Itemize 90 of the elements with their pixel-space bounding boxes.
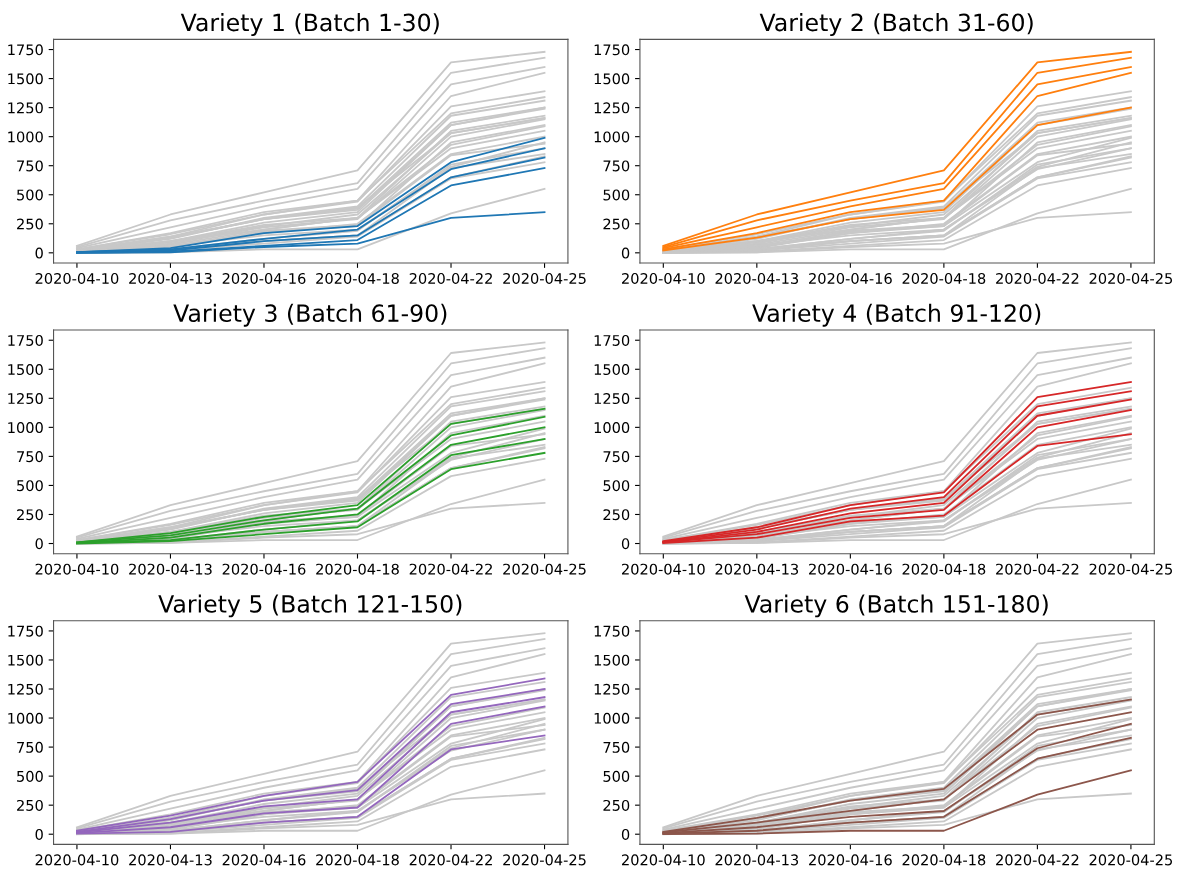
x-tick-label: 2020-04-10 <box>35 272 119 284</box>
x-tick-label: 2020-04-18 <box>316 563 399 575</box>
y-tick-label: 500 <box>17 480 43 492</box>
x-tick-label: 2020-04-18 <box>316 854 399 866</box>
x-tick-label: 2020-04-16 <box>222 854 306 866</box>
x-tick-label: 2020-04-13 <box>129 272 212 284</box>
y-tick-label: 0 <box>35 538 43 550</box>
y-tick-label: 500 <box>17 189 43 201</box>
y-tick-label: 1250 <box>8 393 43 405</box>
y-tick-label: 500 <box>603 189 630 201</box>
y-tick-label: 0 <box>621 538 630 550</box>
x-tick-label: 2020-04-16 <box>809 854 892 866</box>
y-tick-label: 1750 <box>594 334 630 346</box>
x-tick-label: 2020-04-16 <box>222 563 306 575</box>
x-tick-label: 2020-04-13 <box>129 563 212 575</box>
chart-title: Variety 1 (Batch 1-30) <box>180 13 439 36</box>
chart-title: Variety 4 (Batch 91-120) <box>752 303 1041 327</box>
x-tick-label: 2020-04-18 <box>316 272 399 284</box>
x-tick-label: 2020-04-22 <box>409 854 492 866</box>
x-tick-label: 2020-04-22 <box>996 272 1079 284</box>
x-tick-label: 2020-04-10 <box>622 563 705 575</box>
y-tick-label: 1000 <box>8 712 43 724</box>
y-tick-label: 500 <box>603 770 630 782</box>
x-tick-label: 2020-04-25 <box>503 272 586 284</box>
x-tick-label: 2020-04-25 <box>1089 854 1173 866</box>
chart-title: Variety 2 (Batch 31-60) <box>759 13 1033 36</box>
x-tick-label: 2020-04-10 <box>35 854 119 866</box>
y-tick-label: 0 <box>35 828 43 840</box>
x-tick-label: 2020-04-13 <box>129 854 212 866</box>
x-tick-label: 2020-04-10 <box>622 854 705 866</box>
y-tick-label: 250 <box>17 799 43 811</box>
x-tick-label: 2020-04-16 <box>222 272 306 284</box>
y-tick-label: 250 <box>603 799 630 811</box>
x-tick-label: 2020-04-25 <box>503 563 586 575</box>
y-tick-label: 750 <box>17 160 43 172</box>
y-tick-label: 1000 <box>594 712 630 724</box>
y-tick-label: 1000 <box>594 131 630 143</box>
y-tick-label: 750 <box>603 741 630 753</box>
y-tick-label: 750 <box>603 160 630 172</box>
x-tick-label: 2020-04-22 <box>996 854 1079 866</box>
y-tick-label: 1250 <box>594 683 630 695</box>
y-tick-label: 1500 <box>594 654 630 666</box>
chart-title: Variety 5 (Batch 121-150) <box>158 594 462 618</box>
y-tick-label: 1500 <box>8 363 43 376</box>
y-tick-label: 1250 <box>594 393 630 405</box>
x-tick-label: 2020-04-25 <box>1089 272 1173 284</box>
y-tick-label: 1250 <box>594 102 630 114</box>
y-tick-label: 250 <box>603 509 630 521</box>
y-tick-label: 250 <box>17 218 43 230</box>
y-tick-label: 1500 <box>594 363 630 376</box>
y-tick-label: 1000 <box>8 422 43 434</box>
y-tick-label: 1750 <box>594 625 630 637</box>
y-tick-label: 250 <box>17 509 43 521</box>
y-tick-label: 1750 <box>8 44 43 56</box>
y-tick-label: 1500 <box>594 73 630 85</box>
x-tick-label: 2020-04-16 <box>809 563 892 575</box>
x-tick-label: 2020-04-22 <box>409 563 492 575</box>
y-tick-label: 1500 <box>8 654 43 666</box>
y-tick-label: 1000 <box>8 131 43 143</box>
y-tick-label: 500 <box>603 480 630 492</box>
x-tick-label: 2020-04-22 <box>996 563 1079 575</box>
y-tick-label: 1250 <box>8 102 43 114</box>
y-tick-label: 1000 <box>594 422 630 434</box>
y-tick-label: 750 <box>17 741 43 753</box>
x-tick-label: 2020-04-18 <box>902 272 986 284</box>
y-tick-label: 1500 <box>8 73 43 85</box>
y-tick-label: 1750 <box>594 44 630 56</box>
x-tick-label: 2020-04-22 <box>409 272 492 284</box>
y-tick-label: 250 <box>603 218 630 230</box>
chart-title: Variety 6 (Batch 151-180) <box>744 594 1048 618</box>
y-tick-label: 500 <box>17 770 43 782</box>
x-tick-label: 2020-04-10 <box>35 563 119 575</box>
chart-title: Variety 3 (Batch 61-90) <box>173 303 447 327</box>
x-tick-label: 2020-04-10 <box>622 272 705 284</box>
x-tick-label: 2020-04-13 <box>715 272 799 284</box>
y-tick-label: 1750 <box>8 625 43 637</box>
y-tick-label: 0 <box>35 247 43 259</box>
x-tick-label: 2020-04-16 <box>809 272 892 284</box>
y-tick-label: 0 <box>621 828 630 840</box>
y-tick-label: 1250 <box>8 683 43 695</box>
x-tick-label: 2020-04-13 <box>715 854 799 866</box>
y-tick-label: 750 <box>17 451 43 463</box>
y-tick-label: 0 <box>621 247 630 259</box>
x-tick-label: 2020-04-25 <box>503 854 586 866</box>
x-tick-label: 2020-04-18 <box>902 854 986 866</box>
x-tick-label: 2020-04-25 <box>1089 563 1173 575</box>
y-tick-label: 750 <box>603 451 630 463</box>
y-tick-label: 1750 <box>8 334 43 346</box>
x-tick-label: 2020-04-13 <box>715 563 799 575</box>
x-tick-label: 2020-04-18 <box>902 563 986 575</box>
